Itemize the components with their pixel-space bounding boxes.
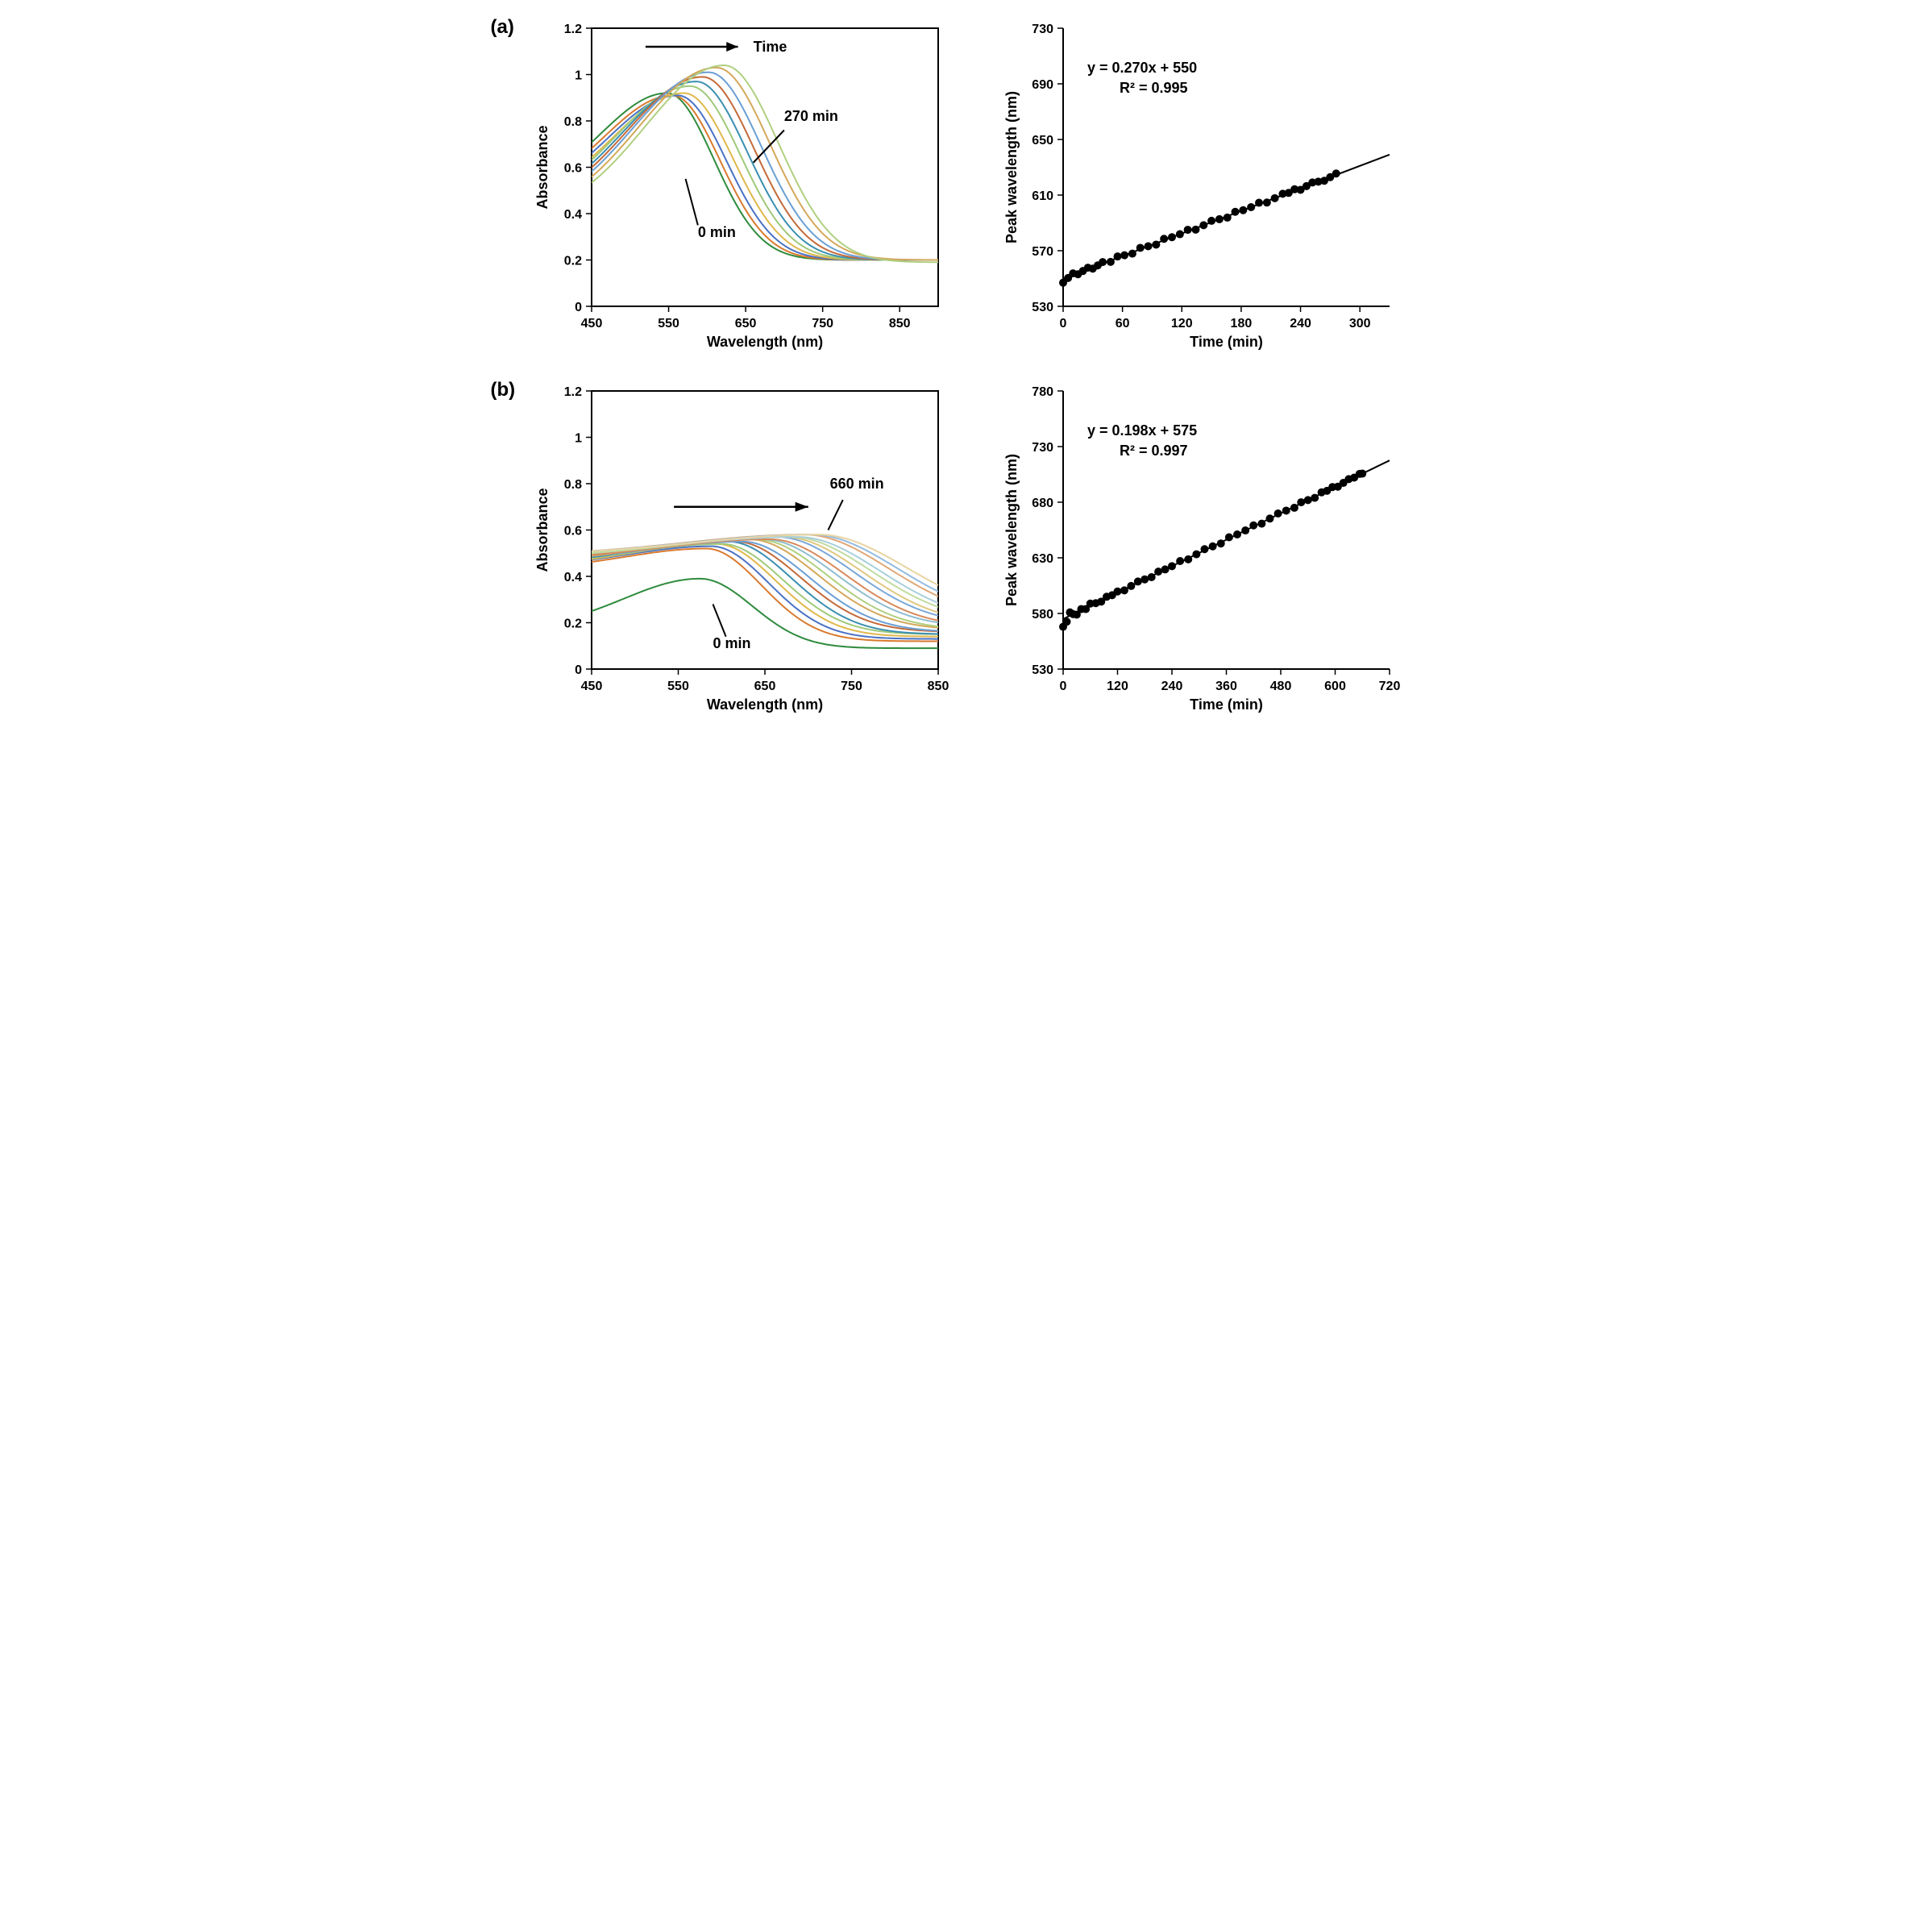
svg-text:850: 850 <box>927 680 949 693</box>
svg-text:60: 60 <box>1115 317 1129 331</box>
svg-text:660 min: 660 min <box>829 476 883 492</box>
svg-text:690: 690 <box>1032 78 1053 92</box>
svg-text:240: 240 <box>1290 317 1311 331</box>
svg-text:0 min: 0 min <box>713 635 750 651</box>
panel-a-label: (a) <box>491 16 531 39</box>
svg-text:Time (min): Time (min) <box>1190 696 1263 713</box>
chart-a-left: 450 550 650 750 850 0 0.2 0.4 0.6 0.8 1 1.2 Waveleng… <box>531 16 950 355</box>
svg-text:180: 180 <box>1230 317 1252 331</box>
svg-text:0.2: 0.2 <box>563 617 581 631</box>
panel-a: (a) 450 550 650 750 850 0 0.2 0.4 0.6 0.8 1 1.2 Wave… <box>491 16 1442 355</box>
svg-text:480: 480 <box>1269 680 1291 693</box>
svg-text:570: 570 <box>1032 245 1053 259</box>
svg-text:R² = 0.995: R² = 0.995 <box>1120 80 1188 96</box>
svg-text:630: 630 <box>1032 552 1053 566</box>
svg-text:0.6: 0.6 <box>563 525 581 538</box>
svg-text:y = 0.270x + 550: y = 0.270x + 550 <box>1087 60 1197 76</box>
svg-text:0.8: 0.8 <box>563 115 581 129</box>
chart-b-right: 0 120 240 360 480 600 720 530 580 630 680 730 780 Tim… <box>999 379 1402 717</box>
svg-text:730: 730 <box>1032 441 1053 455</box>
svg-text:120: 120 <box>1107 680 1128 693</box>
panel-b-label: (b) <box>491 379 531 401</box>
svg-text:Time: Time <box>753 39 787 55</box>
svg-text:Wavelength (nm): Wavelength (nm) <box>706 334 822 350</box>
svg-text:1.2: 1.2 <box>563 385 581 399</box>
svg-text:Absorbance: Absorbance <box>534 125 551 209</box>
svg-text:120: 120 <box>1170 317 1192 331</box>
svg-text:1: 1 <box>575 69 582 83</box>
svg-text:450: 450 <box>580 680 602 693</box>
svg-text:650: 650 <box>1032 134 1053 148</box>
svg-text:1.2: 1.2 <box>563 23 581 36</box>
figure: (a) 450 550 650 750 850 0 0.2 0.4 0.6 0.8 1 1.2 Wave… <box>491 16 1442 717</box>
svg-text:550: 550 <box>658 317 679 331</box>
svg-text:0.4: 0.4 <box>563 208 581 222</box>
svg-text:530: 530 <box>1032 301 1053 314</box>
svg-text:850: 850 <box>888 317 910 331</box>
svg-text:240: 240 <box>1161 680 1182 693</box>
svg-text:610: 610 <box>1032 189 1053 203</box>
panel-b: (b) 450 550 650 750 850 0 0.2 0.4 0.6 0.8 1 1.2 Wave… <box>491 379 1442 717</box>
svg-text:680: 680 <box>1032 497 1053 510</box>
svg-text:R² = 0.997: R² = 0.997 <box>1120 443 1188 459</box>
svg-text:Peak wavelength (nm): Peak wavelength (nm) <box>1003 454 1020 606</box>
svg-text:0 min: 0 min <box>697 224 735 240</box>
svg-text:360: 360 <box>1215 680 1237 693</box>
svg-text:580: 580 <box>1032 608 1053 622</box>
svg-text:450: 450 <box>580 317 602 331</box>
svg-text:300: 300 <box>1348 317 1370 331</box>
svg-text:0.6: 0.6 <box>563 162 581 176</box>
svg-text:730: 730 <box>1032 23 1053 36</box>
svg-text:780: 780 <box>1032 385 1053 399</box>
svg-text:270 min: 270 min <box>783 108 837 124</box>
svg-text:0: 0 <box>1059 680 1066 693</box>
svg-text:650: 650 <box>734 317 756 331</box>
svg-text:720: 720 <box>1378 680 1400 693</box>
svg-text:650: 650 <box>754 680 775 693</box>
svg-text:Time (min): Time (min) <box>1190 334 1263 350</box>
svg-text:750: 750 <box>812 317 833 331</box>
svg-text:600: 600 <box>1324 680 1346 693</box>
svg-text:y = 0.198x + 575: y = 0.198x + 575 <box>1087 422 1197 439</box>
svg-text:Peak wavelength (nm): Peak wavelength (nm) <box>1003 91 1020 243</box>
svg-text:0.8: 0.8 <box>563 478 581 492</box>
svg-text:530: 530 <box>1032 663 1053 677</box>
svg-text:550: 550 <box>667 680 689 693</box>
svg-text:0: 0 <box>575 301 582 314</box>
svg-text:0.4: 0.4 <box>563 571 581 584</box>
chart-a-right: 0 60 120 180 240 300 530 570 610 650 690 730 Time (m… <box>999 16 1402 355</box>
svg-text:0: 0 <box>575 663 582 677</box>
svg-text:Wavelength (nm): Wavelength (nm) <box>706 696 822 713</box>
svg-text:0.2: 0.2 <box>563 255 581 268</box>
svg-text:0: 0 <box>1059 317 1066 331</box>
svg-text:1: 1 <box>575 432 582 446</box>
svg-text:750: 750 <box>841 680 862 693</box>
chart-b-left: 450 550 650 750 850 0 0.2 0.4 0.6 0.8 1 1.2 Waveleng… <box>531 379 950 717</box>
svg-text:Absorbance: Absorbance <box>534 488 551 572</box>
